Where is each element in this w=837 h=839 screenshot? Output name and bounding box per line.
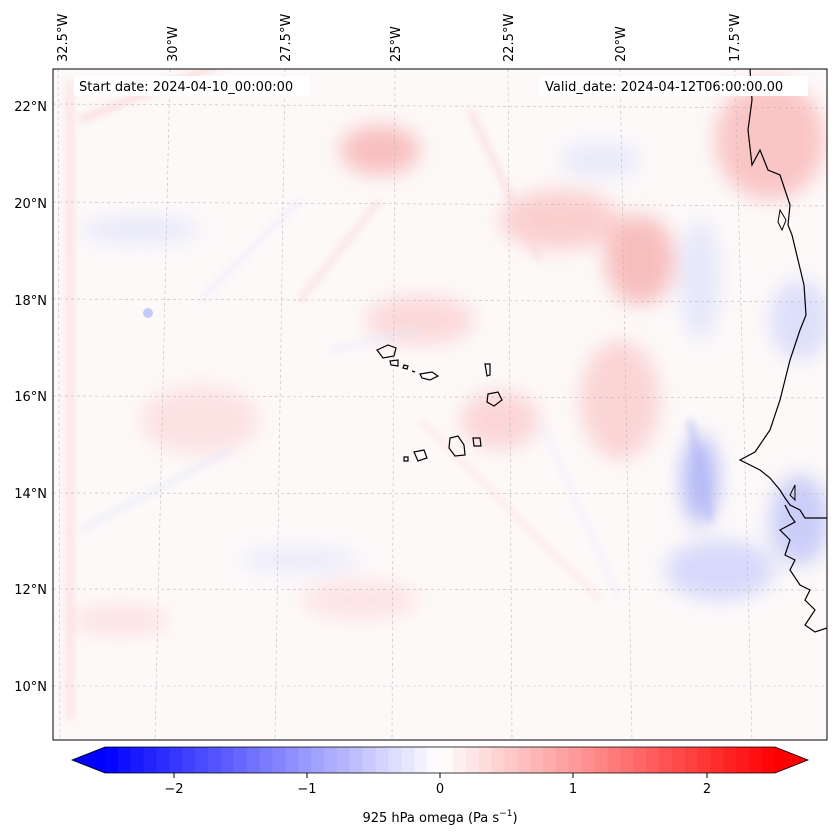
lat-label-18N: 18°N bbox=[14, 294, 47, 309]
colorbar-cell bbox=[195, 747, 209, 773]
colorbar-cell bbox=[697, 747, 712, 773]
colorbar-cell bbox=[285, 747, 299, 773]
colorbar-cell bbox=[568, 747, 583, 773]
colorbar-cell bbox=[336, 747, 351, 773]
colorbar-cell bbox=[156, 747, 171, 773]
colorbar-high-extend bbox=[775, 747, 808, 773]
lon-label-27.5W: 27.5°W bbox=[279, 14, 294, 62]
colorbar-cell bbox=[465, 747, 480, 773]
colorbar-cell bbox=[311, 747, 325, 773]
colorbar-cell bbox=[620, 747, 634, 773]
colorbar-ticks bbox=[173, 773, 708, 778]
colorbar-tick-minus1: −1 bbox=[297, 782, 316, 797]
colorbar-tick-minus2: −2 bbox=[164, 782, 183, 797]
colorbar-cells bbox=[105, 747, 776, 773]
colorbar-title: 925 hPa omega (Pa s−1) bbox=[362, 809, 517, 826]
colorbar-cell bbox=[517, 747, 531, 773]
colorbar-cell bbox=[362, 747, 377, 773]
colorbar-outline bbox=[70, 746, 810, 774]
lat-label-12N: 12°N bbox=[14, 583, 47, 598]
colorbar-cell bbox=[710, 747, 725, 773]
map-panel bbox=[53, 69, 827, 740]
colorbar-cell bbox=[762, 747, 776, 773]
colorbar-cell bbox=[491, 747, 506, 773]
colorbar-cell bbox=[388, 747, 402, 773]
colorbar-cell bbox=[117, 747, 132, 773]
lat-label-14N: 14°N bbox=[14, 487, 47, 502]
colorbar-cell bbox=[452, 747, 467, 773]
colorbar-cell bbox=[220, 747, 235, 773]
colorbar-cell bbox=[233, 747, 248, 773]
colorbar-tick-1: 1 bbox=[569, 782, 577, 797]
start-date-text: Start date: 2024-04-10_00:00:00 bbox=[79, 80, 293, 95]
coast-detail bbox=[777, 208, 796, 502]
colorbar-title-sup: −1 bbox=[499, 809, 512, 819]
graticule bbox=[53, 69, 827, 740]
colorbar-cell bbox=[259, 747, 274, 773]
colorbar-cell bbox=[478, 747, 493, 773]
colorbar-cell bbox=[375, 747, 390, 773]
colorbar-cell bbox=[659, 747, 673, 773]
lat-label-10N: 10°N bbox=[14, 680, 47, 695]
lon-label-32.5W: 32.5°W bbox=[56, 14, 71, 62]
colorbar-cell bbox=[169, 747, 183, 773]
omega-small-blob bbox=[143, 308, 153, 318]
colorbar-cell bbox=[684, 747, 699, 773]
colorbar-cell bbox=[543, 747, 557, 773]
colorbar: −2 −1 0 1 2 925 hPa omega (Pa s−1) bbox=[70, 746, 810, 826]
colorbar-cell bbox=[749, 747, 763, 773]
colorbar-tick-0: 0 bbox=[436, 782, 444, 797]
colorbar-cell bbox=[646, 747, 660, 773]
lat-label-16N: 16°N bbox=[14, 390, 47, 405]
colorbar-title-main: 925 hPa omega (Pa s bbox=[362, 811, 499, 826]
longitude-labels: 32.5°W 30°W 27.5°W 25°W 22.5°W 20°W 17.5… bbox=[56, 14, 743, 62]
colorbar-cell bbox=[633, 747, 647, 773]
colorbar-cell bbox=[723, 747, 737, 773]
africa-coastline bbox=[738, 69, 827, 633]
colorbar-cell bbox=[671, 747, 686, 773]
valid-date-annotation: Valid_date: 2024-04-12T06:00:00.00 bbox=[540, 76, 808, 96]
lon-label-30W: 30°W bbox=[166, 26, 181, 62]
colorbar-cell bbox=[594, 747, 609, 773]
valid-date-text: Valid_date: 2024-04-12T06:00:00.00 bbox=[545, 80, 783, 95]
colorbar-cell bbox=[530, 747, 544, 773]
colorbar-cell bbox=[246, 747, 261, 773]
colorbar-cell bbox=[504, 747, 518, 773]
start-date-annotation: Start date: 2024-04-10_00:00:00 bbox=[74, 76, 310, 96]
colorbar-cell bbox=[143, 747, 158, 773]
colorbar-cell bbox=[324, 747, 338, 773]
colorbar-cell bbox=[105, 747, 119, 773]
lat-label-20N: 20°N bbox=[14, 197, 47, 212]
colorbar-cell bbox=[182, 747, 196, 773]
colorbar-cell bbox=[440, 747, 454, 773]
colorbar-cell bbox=[555, 747, 570, 773]
colorbar-tick-2: 2 bbox=[703, 782, 711, 797]
lon-label-20W: 20°W bbox=[614, 26, 629, 62]
colorbar-low-extend bbox=[72, 747, 105, 773]
colorbar-cell bbox=[581, 747, 596, 773]
colorbar-cell bbox=[298, 747, 312, 773]
lon-label-22.5W: 22.5°W bbox=[502, 14, 517, 62]
colorbar-cell bbox=[607, 747, 621, 773]
latitude-labels: 22°N 20°N 18°N 16°N 14°N 12°N 10°N bbox=[14, 100, 47, 695]
lon-label-25W: 25°W bbox=[389, 26, 404, 62]
colorbar-cell bbox=[349, 747, 364, 773]
map-frame bbox=[52, 68, 828, 741]
colorbar-cell bbox=[130, 747, 145, 773]
colorbar-cell bbox=[208, 747, 222, 773]
lon-label-17.5W: 17.5°W bbox=[728, 14, 743, 62]
colorbar-cell bbox=[272, 747, 286, 773]
colorbar-cell bbox=[736, 747, 750, 773]
cape-verde-islands bbox=[376, 344, 503, 462]
colorbar-title-end: ) bbox=[512, 811, 517, 826]
colorbar-cell bbox=[401, 747, 415, 773]
colorbar-cell bbox=[414, 747, 428, 773]
colorbar-cell bbox=[427, 747, 441, 773]
lat-label-22N: 22°N bbox=[14, 100, 47, 115]
